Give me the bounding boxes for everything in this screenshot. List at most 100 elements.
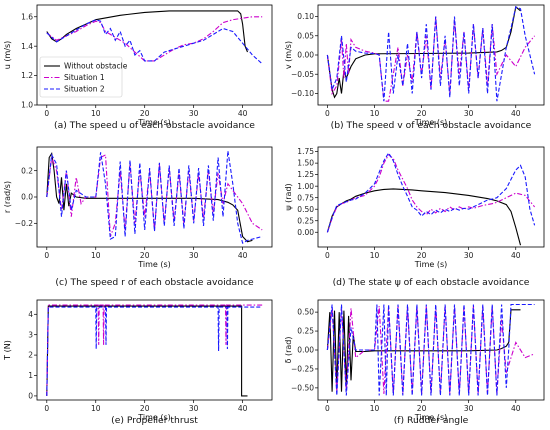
- y-tick-label: −0.10: [291, 89, 314, 98]
- y-tick-label: 0.50: [297, 205, 314, 214]
- y-tick-label: 0.75: [297, 193, 314, 202]
- series-line-3: [46, 306, 263, 396]
- y-tick-label: 3: [28, 330, 33, 339]
- x-tick-label: 10: [91, 109, 101, 118]
- series-line-2: [326, 153, 536, 233]
- panel-5: 0 10 20 30 40 0 1 2 3 4 Time (s) T (N) (e) Propeller…: [3, 299, 273, 426]
- axes-frame: [36, 146, 273, 248]
- series-line-3: [326, 303, 535, 396]
- x-tick-label: 20: [140, 251, 150, 260]
- y-tick-label: 1.0: [21, 101, 33, 110]
- legend-entry-2: Situation 1: [64, 73, 105, 82]
- series-line-1: [46, 305, 248, 397]
- x-tick-label: 40: [511, 109, 521, 118]
- panel-4: 0 10 20 30 40 0.00 0.25 0.50 0.75 1.00 1.25 1.50 1.7…: [284, 146, 545, 288]
- panel-3: 0 10 20 30 40 −0.2 0.0 0.2 Time (s) r (rad/s) (c) …: [3, 146, 273, 288]
- panel-caption: (d) The state ψ of each obstacle avoidan…: [333, 277, 530, 288]
- panel-1: 0 10 20 30 40 1.0 1.2 1.4 1.6 Time (s) u (m/s) (a) …: [3, 4, 273, 131]
- y-tick-label: 1.6: [21, 12, 33, 21]
- x-tick-label: 30: [189, 404, 199, 413]
- y-tick-label: 0.10: [297, 12, 314, 21]
- y-tick-label: −0.50: [291, 383, 314, 392]
- y-tick-label: 1.00: [297, 182, 314, 191]
- x-tick-label: 30: [464, 404, 474, 413]
- legend: Without obstacle Situation 1 Situation 2: [39, 56, 128, 98]
- y-tick-label: −0.2: [15, 219, 33, 228]
- x-tick-label: 0: [44, 109, 49, 118]
- y-tick-label: 0.00: [297, 346, 314, 355]
- axes-frame: [317, 4, 545, 106]
- x-tick-label: 30: [464, 251, 474, 260]
- x-tick-label: 20: [140, 404, 150, 413]
- y-tick-label: −0.05: [291, 70, 314, 79]
- panel-2: 0 10 20 30 40 −0.10 −0.05 0.00 0.05 0.10 Time (s) v…: [284, 4, 545, 131]
- panel-caption: (b) The speed v of each obstacle avoidan…: [331, 120, 532, 131]
- x-tick-label: 0: [325, 109, 330, 118]
- y-tick-label: 1.50: [297, 159, 314, 168]
- y-tick-label: 0.00: [297, 228, 314, 237]
- x-tick-label: 0: [44, 251, 49, 260]
- y-tick-label: 2: [28, 351, 33, 360]
- y-axis-label: δ (rad): [284, 337, 293, 364]
- y-axis-label: u (m/s): [3, 41, 12, 70]
- panel-caption: (a) The speed u of each obstacle avoidan…: [54, 120, 255, 131]
- x-tick-label: 20: [417, 404, 427, 413]
- x-tick-label: 0: [325, 251, 330, 260]
- x-tick-label: 20: [417, 109, 427, 118]
- x-tick-label: 20: [417, 251, 427, 260]
- y-tick-label: 0.0: [21, 193, 33, 202]
- x-tick-label: 30: [189, 109, 199, 118]
- y-tick-label: 0.2: [21, 166, 33, 175]
- y-tick-label: 0.25: [297, 327, 314, 336]
- panel-6: 0 10 20 30 40 −0.50 −0.25 0.00 0.25 0.50 Time (s) δ…: [284, 299, 545, 426]
- y-tick-label: 0.25: [297, 216, 314, 225]
- x-axis-label: Time (s): [137, 413, 171, 422]
- y-tick-label: 1.4: [21, 42, 33, 51]
- y-tick-label: 0.05: [297, 31, 314, 40]
- y-axis-label: T (N): [3, 340, 12, 361]
- axes-frame: [36, 299, 273, 401]
- y-tick-label: −0.25: [291, 365, 314, 374]
- x-tick-label: 0: [325, 404, 330, 413]
- y-tick-label: 1.2: [21, 71, 33, 80]
- x-tick-label: 20: [140, 109, 150, 118]
- panel-caption: (f) Rudder angle: [394, 415, 469, 426]
- x-axis-label: Time (s): [414, 260, 448, 269]
- x-axis-label: Time (s): [414, 118, 448, 127]
- axes-frame: [36, 4, 273, 106]
- panel-caption: (c) The speed r of each obstacle avoidan…: [55, 277, 254, 288]
- y-tick-label: 0.50: [297, 308, 314, 317]
- series-line-1: [326, 188, 522, 246]
- x-axis-label: Time (s): [137, 118, 171, 127]
- series-line-1: [46, 152, 253, 243]
- y-tick-label: 0.00: [297, 51, 314, 60]
- x-tick-label: 30: [464, 109, 474, 118]
- x-tick-label: 10: [370, 109, 380, 118]
- x-tick-label: 10: [370, 251, 380, 260]
- x-tick-label: 40: [238, 404, 248, 413]
- y-tick-label: 1.75: [297, 147, 314, 156]
- x-tick-label: 10: [91, 404, 101, 413]
- series-line-3: [326, 151, 536, 233]
- series-line-2: [46, 16, 263, 62]
- legend-entry-1: Without obstacle: [64, 62, 128, 71]
- y-tick-label: 1.25: [297, 170, 314, 179]
- x-tick-label: 30: [189, 251, 199, 260]
- series-line-2: [326, 306, 535, 394]
- y-axis-label: ψ (rad): [284, 183, 293, 210]
- y-tick-label: 1: [28, 371, 33, 380]
- x-axis-label: Time (s): [137, 260, 171, 269]
- legend-entry-3: Situation 2: [64, 85, 105, 94]
- x-axis-label: Time (s): [414, 413, 448, 422]
- x-tick-label: 0: [44, 404, 49, 413]
- x-tick-label: 40: [511, 404, 521, 413]
- series-line-3: [46, 150, 263, 244]
- x-tick-label: 10: [370, 404, 380, 413]
- series-line-1: [326, 5, 521, 99]
- panel-caption: (e) Propeller thrust: [111, 415, 198, 426]
- series-line-3: [326, 6, 536, 102]
- y-tick-label: 0: [28, 392, 33, 401]
- x-tick-label: 10: [91, 251, 101, 260]
- legend-box: [39, 56, 123, 98]
